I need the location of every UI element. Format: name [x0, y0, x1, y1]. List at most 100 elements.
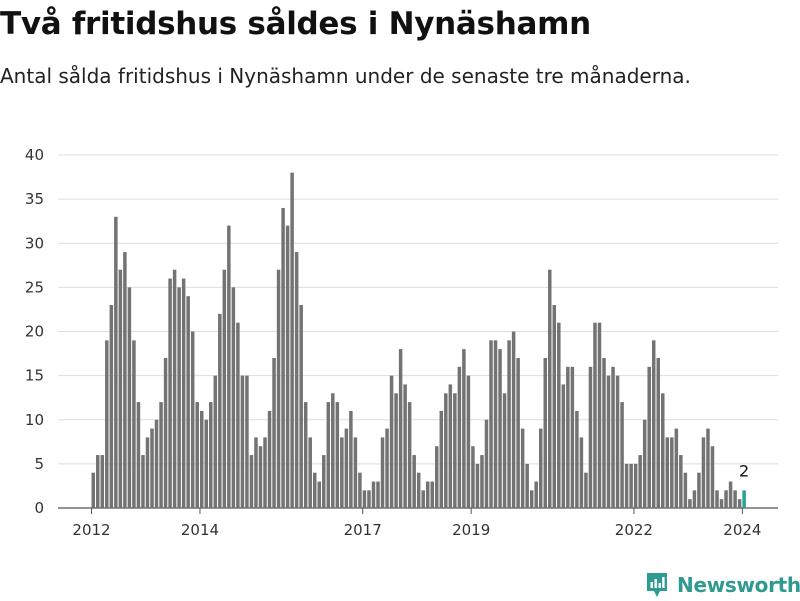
bar [656, 357, 660, 508]
y-tick-label: 25 [25, 278, 44, 296]
bar [272, 357, 276, 508]
bar [254, 437, 258, 508]
y-tick-label: 5 [34, 455, 44, 473]
bar [177, 287, 181, 508]
bar [529, 490, 534, 508]
bar [91, 472, 95, 508]
bar [276, 269, 281, 508]
bar [561, 384, 566, 508]
bar [719, 499, 724, 508]
bar [520, 428, 525, 508]
bar [389, 375, 394, 508]
bar [502, 393, 507, 508]
bar [218, 313, 222, 508]
bar [728, 481, 733, 508]
newsworthy-brand[interactable]: Newsworthy [645, 569, 800, 601]
bar [380, 437, 385, 508]
bar [661, 393, 665, 508]
bar [186, 296, 190, 508]
bar [706, 428, 710, 508]
bar [335, 402, 340, 508]
bar [312, 472, 317, 508]
y-tick-label: 10 [25, 411, 44, 429]
bar [154, 419, 159, 508]
data-labels: 2 [739, 461, 749, 480]
bar [683, 472, 688, 508]
x-tick-label: 2019 [452, 521, 490, 539]
bar [394, 393, 398, 508]
bar [534, 481, 538, 508]
bar [611, 366, 615, 508]
bar [665, 437, 670, 508]
bar [710, 446, 715, 508]
x-axis: 2012 2014 2017 2019 2022 2024 [72, 508, 761, 539]
bar [222, 269, 227, 508]
bar [597, 322, 602, 508]
y-tick-label: 15 [25, 367, 44, 385]
bar [172, 269, 177, 508]
bar [163, 357, 168, 508]
bar [159, 402, 163, 508]
bar [105, 340, 109, 508]
bar [281, 207, 285, 508]
y-tick-label: 40 [25, 146, 44, 164]
bar [620, 402, 624, 508]
bar [195, 402, 199, 508]
bar [602, 357, 606, 508]
bar [593, 322, 597, 508]
x-tick-label: 2014 [181, 521, 219, 539]
bar [633, 463, 638, 508]
bar [575, 410, 579, 508]
bar [100, 455, 105, 508]
bar [204, 419, 208, 508]
bar [475, 463, 480, 508]
bar [435, 446, 439, 508]
bar [263, 437, 267, 508]
bar [249, 455, 254, 508]
bar [245, 375, 249, 508]
bar [181, 278, 186, 508]
bar [145, 437, 150, 508]
bar [430, 481, 434, 508]
bar [701, 437, 706, 508]
bar [674, 428, 679, 508]
y-tick-label: 0 [34, 499, 44, 517]
bar [109, 305, 114, 508]
bar [123, 252, 127, 508]
bar [340, 437, 344, 508]
bar [692, 490, 697, 508]
bar [331, 393, 335, 508]
latest-value-label: 2 [739, 461, 749, 480]
bar [471, 446, 475, 508]
bar [624, 463, 629, 508]
chart-subtitle: Antal sålda fritidshus i Nynäshamn under… [0, 64, 691, 88]
bar [584, 472, 588, 508]
bar [398, 349, 403, 508]
y-tick-label: 35 [25, 190, 44, 208]
bar [127, 287, 132, 508]
bar [557, 322, 561, 508]
y-tick-label: 30 [25, 234, 44, 252]
bar [548, 269, 552, 508]
bar [724, 490, 728, 508]
bar [362, 490, 367, 508]
y-grid: 0 5 10 15 20 25 30 35 40 [25, 146, 778, 517]
bar [114, 216, 118, 508]
bar [349, 410, 353, 508]
bar [322, 455, 326, 508]
bar [227, 225, 231, 508]
brand-name: Newsworthy [677, 573, 800, 597]
bar [588, 366, 593, 508]
bar [647, 366, 651, 508]
bar [462, 349, 466, 508]
bar [670, 437, 674, 508]
bar [96, 455, 100, 508]
bar [507, 340, 511, 508]
bar [290, 172, 294, 508]
bar [444, 393, 448, 508]
bar [326, 402, 331, 508]
bar [579, 437, 584, 508]
bar-latest [742, 490, 746, 508]
bar [715, 490, 719, 508]
bar [118, 269, 123, 508]
